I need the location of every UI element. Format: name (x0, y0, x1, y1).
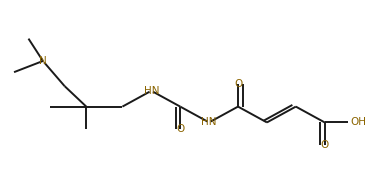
Text: OH: OH (350, 117, 366, 127)
Text: O: O (176, 124, 184, 134)
Text: O: O (234, 79, 242, 89)
Text: O: O (320, 140, 329, 150)
Text: HN: HN (201, 117, 217, 127)
Text: N: N (39, 56, 47, 66)
Text: HN: HN (144, 86, 159, 96)
